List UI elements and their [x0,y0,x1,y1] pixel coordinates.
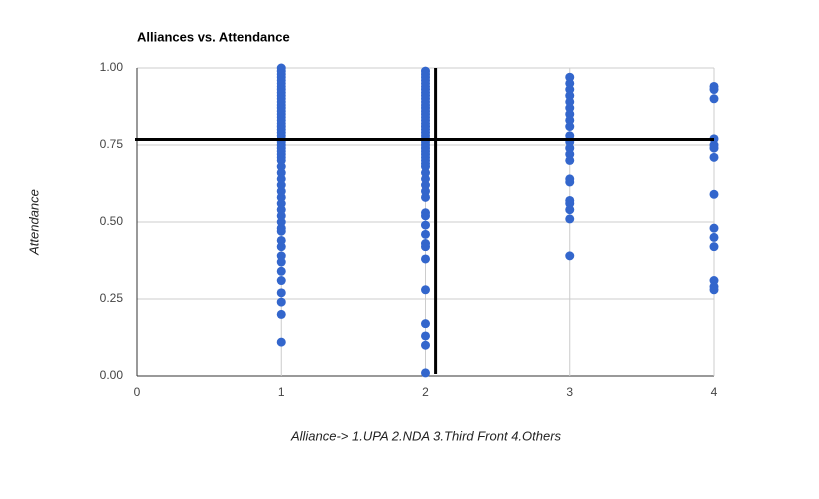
x-tick-label: 0 [134,385,141,399]
point [421,180,430,190]
y-axis-title: Attendance [26,189,41,256]
point [565,149,575,159]
point [421,192,430,202]
point [565,85,575,95]
point [276,242,286,252]
y-tick-label: 1.00 [100,60,124,74]
point [565,199,575,209]
point [565,177,575,187]
point [276,297,286,307]
point [276,174,286,184]
y-tick-label: 0.25 [100,291,124,305]
y-tick-label: 0.00 [100,368,124,382]
point [276,288,286,298]
point [421,368,430,378]
point [276,257,286,267]
point [421,319,430,329]
point [421,168,430,178]
point [276,199,286,209]
point [421,162,430,172]
y-tick-label: 0.50 [100,214,124,228]
point [276,337,286,347]
point [565,122,575,132]
point [709,232,719,242]
point [709,152,719,162]
point [276,226,286,236]
point [565,72,575,82]
point [565,251,575,261]
point [421,242,430,252]
point [709,189,719,199]
chart-title: Alliances vs. Attendance [137,29,290,44]
point [421,186,430,196]
point [565,103,575,113]
point [709,285,719,295]
point [709,223,719,233]
point [276,205,286,215]
point [276,251,286,261]
point [565,205,575,215]
point [276,235,286,245]
point [421,211,430,221]
point [276,186,286,196]
point [421,229,430,239]
point [276,155,286,165]
point [565,115,575,125]
point [709,143,719,153]
x-tick-label: 2 [422,385,429,399]
point [565,155,575,165]
point [276,180,286,190]
point [276,217,286,227]
x-tick-label: 4 [711,385,718,399]
point [421,220,430,230]
point [565,109,575,119]
point [276,168,286,178]
point [565,91,575,101]
point [421,331,430,341]
x-axis-title: Alliance-> 1.UPA 2.NDA 3.Third Front 4.O… [290,428,562,443]
point [276,211,286,221]
point [709,94,719,104]
point [276,309,286,319]
point [276,192,286,202]
point [709,242,719,252]
point [709,276,719,286]
point [709,85,719,95]
point [421,174,430,184]
x-tick-label: 3 [566,385,573,399]
x-tick-label: 1 [278,385,285,399]
point [421,285,430,295]
point [565,143,575,153]
point [565,214,575,224]
point [565,78,575,88]
point [276,162,286,172]
y-tick-label: 0.75 [100,137,124,151]
point [276,276,286,286]
point [276,266,286,276]
point [421,254,430,264]
point [565,97,575,107]
point [421,340,430,350]
